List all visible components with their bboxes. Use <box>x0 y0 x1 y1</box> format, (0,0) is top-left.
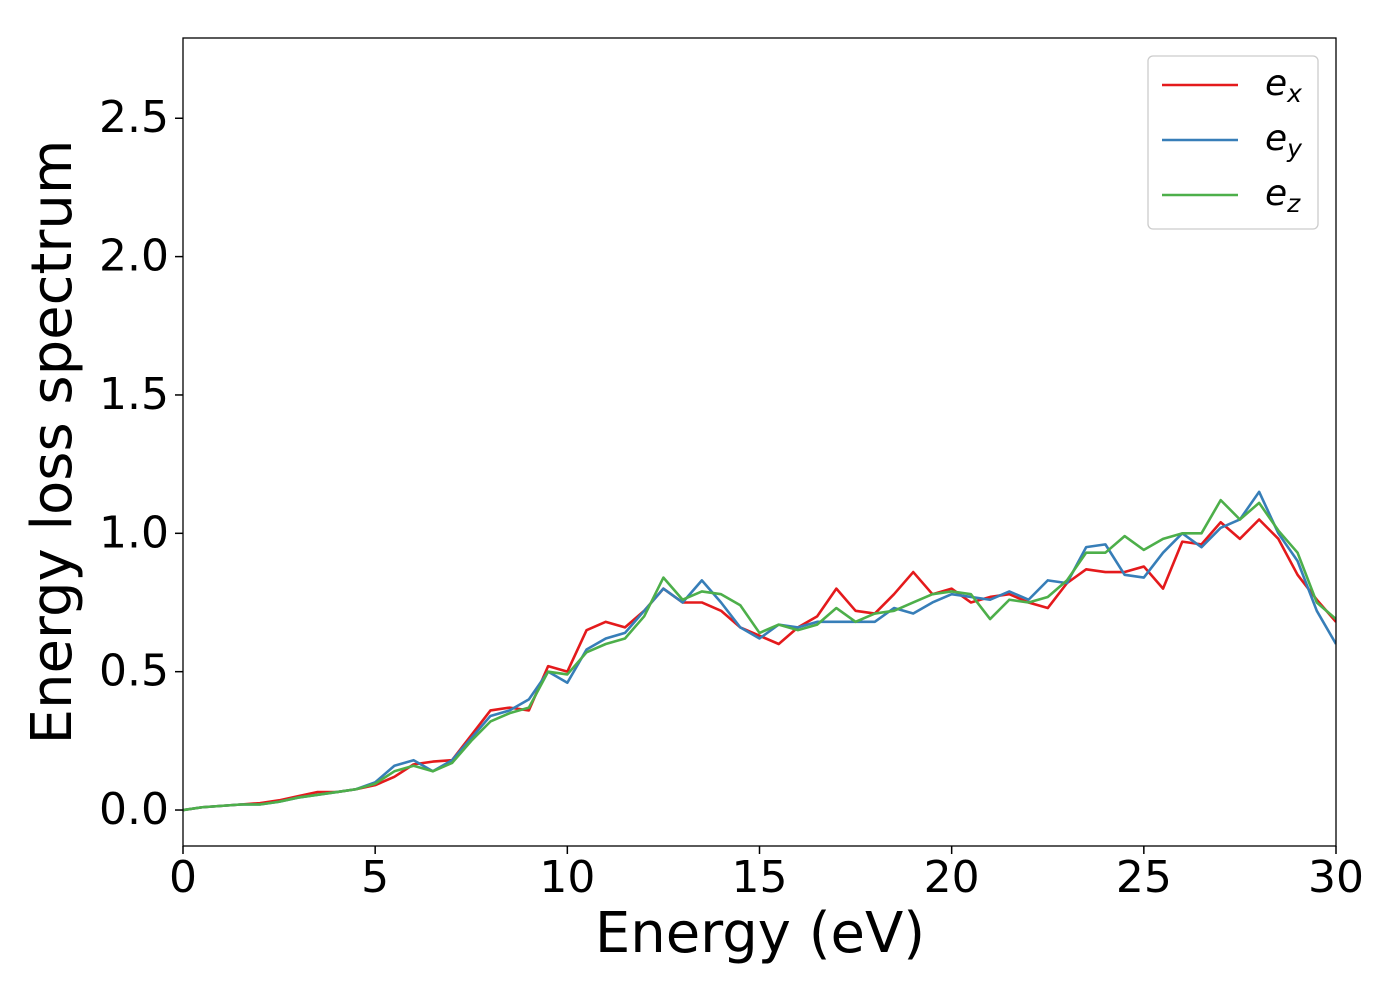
x-tick-label: 20 <box>924 852 980 903</box>
y-tick-label: 1.5 <box>99 369 169 420</box>
legend-label: ex <box>1265 63 1302 108</box>
legend-label: ez <box>1265 173 1301 218</box>
x-tick-label: 5 <box>361 852 389 903</box>
y-tick-label: 0.5 <box>99 646 169 697</box>
y-tick-label: 2.5 <box>99 92 169 143</box>
x-tick-label: 30 <box>1308 852 1364 903</box>
series-line <box>183 518 1336 812</box>
x-axis-label: Energy (eV) <box>595 901 925 966</box>
plot-frame <box>182 37 1337 847</box>
legend-box <box>1147 55 1319 230</box>
x-tick-label: 0 <box>169 852 197 903</box>
x-tick-label: 25 <box>1116 852 1172 903</box>
series-line <box>183 498 1336 812</box>
legend-label: ey <box>1265 118 1303 163</box>
plot-lines <box>183 490 1336 812</box>
x-tick-label: 15 <box>732 852 788 903</box>
y-tick-label: 2.0 <box>99 231 169 282</box>
y-tick-label: 1.0 <box>99 507 169 558</box>
y-axis-label: Energy loss spectrum <box>20 140 85 745</box>
x-tick-label: 10 <box>539 852 595 903</box>
y-tick-label: 0.0 <box>99 784 169 835</box>
legend: ex ey ez <box>1147 55 1319 230</box>
